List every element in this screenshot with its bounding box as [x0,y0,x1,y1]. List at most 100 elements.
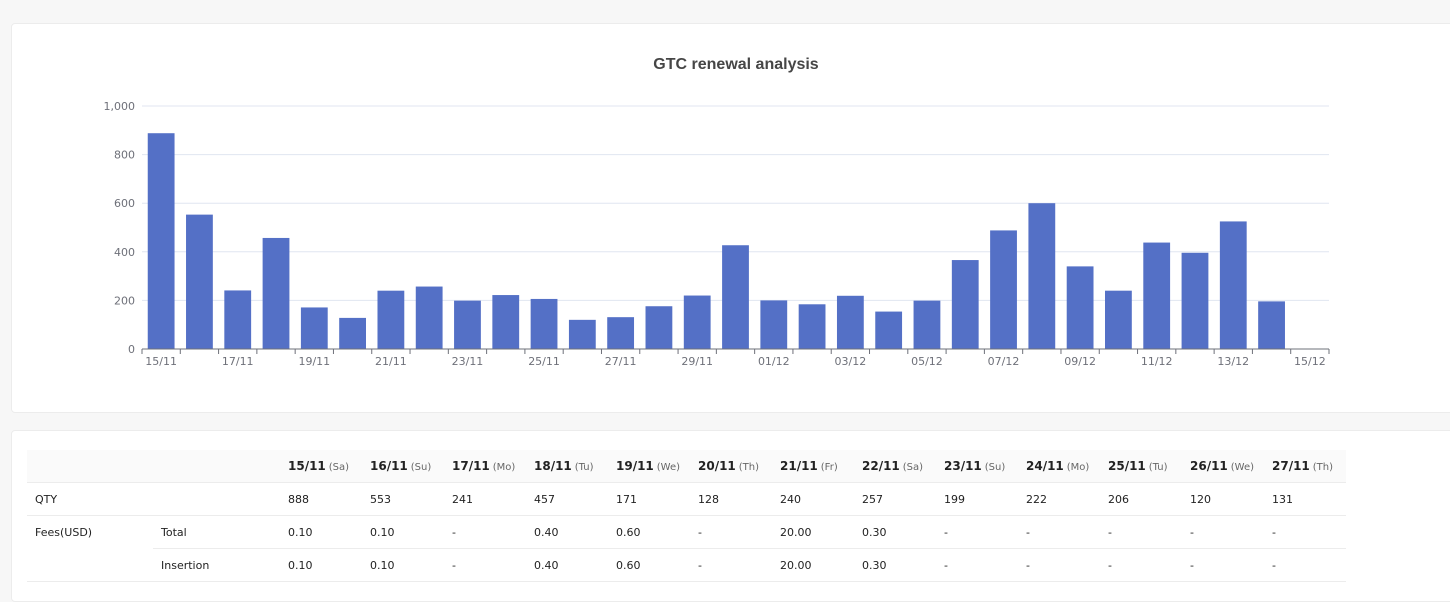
x-tick-label: 07/12 [988,355,1020,368]
y-tick-label: 0 [128,343,135,356]
bar-14/12 [1258,301,1285,349]
bar-16/11 [186,214,213,349]
table-cell: 457 [526,482,608,516]
bar-05/12 [913,300,941,349]
bar-23/11 [454,300,481,349]
table-cell: 257 [854,482,936,516]
table-cell: 20.00 [772,548,854,582]
column-header-21/11: 21/11 (Fr) [772,450,854,483]
row-sublabel [153,482,280,516]
header-blank-cell [27,450,153,483]
table-cell: - [936,515,1018,549]
bar-12/12 [1181,252,1209,349]
table-cell: - [1100,515,1182,549]
column-date: 18/11 [534,459,572,473]
column-header-19/11: 19/11 (We) [608,450,690,483]
header-blank-cell [153,450,280,483]
column-date: 26/11 [1190,459,1228,473]
x-tick-label: 27/11 [605,355,637,368]
x-tick-label: 15/11 [145,355,177,368]
column-weekday: (We) [1230,462,1255,473]
row-sublabel: Total [153,515,280,549]
column-date: 23/11 [944,459,982,473]
column-header-16/11: 16/11 (Su) [362,450,444,483]
table-header-row: 15/11 (Sa) 16/11 (Su) 17/11 (Mo) 18/11 (Tu) 19/1… [27,450,1346,483]
table-cell: 0.30 [854,515,936,549]
bar-10/12 [1105,290,1132,349]
table-cell: - [1182,515,1264,549]
bar-29/11 [683,295,711,349]
column-header-27/11: 27/11 (Th) [1264,450,1346,483]
row-label: QTY [27,482,153,516]
x-tick-label: 19/11 [298,355,330,368]
column-weekday: (Tu) [574,462,594,473]
bar-11/12 [1143,242,1171,349]
table-cell: 131 [1264,482,1346,516]
bar-27/11 [607,317,635,349]
table-cell: - [1182,548,1264,582]
table-cell: 241 [444,482,526,516]
column-date: 20/11 [698,459,736,473]
bar-21/11 [377,290,405,349]
table-cell: 128 [690,482,772,516]
column-date: 15/11 [288,459,326,473]
data-table: 15/11 (Sa) 16/11 (Su) 17/11 (Mo) 18/11 (Tu) 19/1… [27,450,1346,582]
column-date: 27/11 [1272,459,1310,473]
column-header-20/11: 20/11 (Th) [690,450,772,483]
column-weekday: (Fr) [820,462,838,473]
row-label: Fees(USD) [35,525,93,539]
column-date: 16/11 [370,459,408,473]
bar-25/11 [530,298,558,349]
table-row: Insertion 0.10 0.10-0.40 0.60-20.00 0.30- - - -… [27,548,1346,582]
bar-26/11 [568,319,596,349]
x-tick-label: 15/12 [1294,355,1326,368]
table-cell: 206 [1100,482,1182,516]
bar-22/11 [415,286,443,349]
x-tick-label: 17/11 [222,355,254,368]
x-tick-label: 25/11 [528,355,560,368]
column-header-25/11: 25/11 (Tu) [1100,450,1182,483]
x-tick-label: 09/12 [1064,355,1096,368]
table-card: 15/11 (Sa) 16/11 (Su) 17/11 (Mo) 18/11 (Tu) 19/1… [11,430,1450,602]
bar-09/12 [1066,266,1094,349]
table-cell: 120 [1182,482,1264,516]
bar-19/11 [300,307,328,349]
bar-06/12 [951,260,979,349]
column-date: 19/11 [616,459,654,473]
bar-20/11 [339,317,366,349]
column-weekday: (Su) [984,462,1006,473]
y-tick-label: 200 [114,294,135,307]
x-tick-label: 13/12 [1217,355,1249,368]
table-cell: 0.10 [362,548,444,582]
column-weekday: (Mo) [1066,462,1090,473]
bar-28/11 [645,306,673,349]
bar-08/12 [1028,203,1056,349]
column-weekday: (Mo) [492,462,516,473]
table-cell: - [1264,515,1346,549]
x-tick-label: 21/11 [375,355,407,368]
table-cell: 0.10 [280,515,362,549]
table-cell: 553 [362,482,444,516]
column-header-18/11: 18/11 (Tu) [526,450,608,483]
table-cell: - [690,548,772,582]
bar-13/12 [1219,221,1247,349]
column-weekday: (Tu) [1148,462,1168,473]
table-cell: 0.60 [608,548,690,582]
table-cell: 0.40 [526,515,608,549]
x-tick-label: 23/11 [452,355,484,368]
table-row: QTY 888 553 241 457 171 128 240 257 199 222 206 120 1… [27,482,1346,516]
table-cell: - [936,548,1018,582]
y-tick-label: 600 [114,197,135,210]
column-date: 17/11 [452,459,490,473]
column-header-24/11: 24/11 (Mo) [1018,450,1100,483]
table-cell: 240 [772,482,854,516]
table-cell: - [1018,548,1100,582]
table-cell: 0.40 [526,548,608,582]
table-cell: 222 [1018,482,1100,516]
table-cell: 888 [280,482,362,516]
bar-07/12 [990,230,1017,349]
column-date: 24/11 [1026,459,1064,473]
x-tick-label: 03/12 [835,355,867,368]
row-label [27,548,153,582]
table-cell: - [690,515,772,549]
